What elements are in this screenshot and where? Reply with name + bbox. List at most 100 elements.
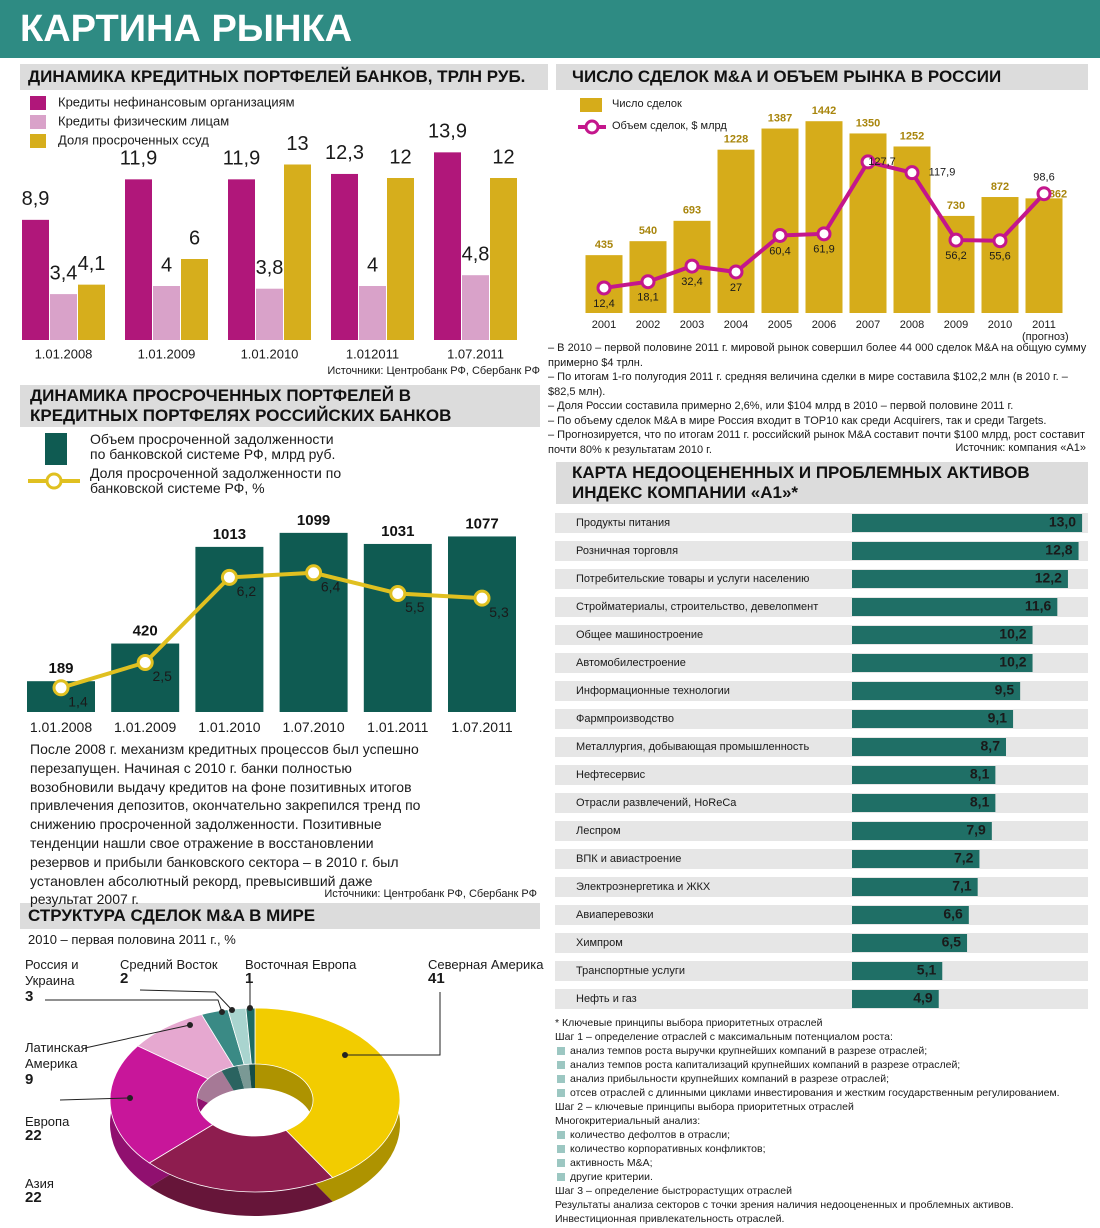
slice-label: Латинская Америка: [25, 1040, 88, 1071]
value-label: 1228: [724, 134, 748, 146]
bar: [852, 626, 1033, 644]
bar: [434, 152, 461, 340]
note: – Прогнозируется, что по итогам 2011 г. …: [548, 429, 1086, 456]
legend-swatch: [30, 115, 46, 129]
legend-marker: [45, 472, 63, 490]
x-tick-label: 2004: [723, 319, 749, 331]
value-label: 5,5: [405, 599, 425, 615]
value-label: 98,6: [1033, 172, 1054, 184]
bullet: [557, 1061, 565, 1069]
value-label: 4: [161, 254, 172, 276]
description: После 2008 г. механизм кредитных процесс…: [30, 741, 421, 908]
bar: [981, 197, 1019, 313]
line-marker: [728, 264, 744, 280]
slice-value: 22: [25, 1189, 42, 1206]
leader-dot: [219, 1009, 225, 1015]
value-label: 5,1: [917, 962, 937, 978]
legend-label: Объем сделок, $ млрд: [612, 120, 727, 132]
bar: [153, 286, 180, 340]
category-label: Транспортные услуги: [576, 965, 685, 977]
bar: [937, 215, 975, 313]
slice: [109, 1045, 214, 1164]
bullet: [557, 1145, 565, 1153]
bar: [852, 934, 968, 952]
section-title: ЧИСЛО СДЕЛОК M&A И ОБЪЕМ РЫНКА В РОССИИ: [572, 67, 1002, 86]
value-label: 12,8: [1045, 542, 1072, 558]
value-label: 7,9: [966, 822, 986, 838]
value-label: 8,1: [970, 766, 990, 782]
value-label: 3,4: [50, 262, 78, 284]
value-label: 4,9: [913, 990, 933, 1006]
leader-dot: [229, 1007, 235, 1013]
line-marker: [389, 585, 407, 602]
value-label: 11,9: [223, 148, 260, 170]
category-label: Розничная торговля: [576, 545, 678, 557]
slice-label: Восточная Европа: [245, 957, 357, 972]
legend-label: Число сделок: [612, 98, 682, 110]
bar: [331, 173, 358, 340]
value-label: 1387: [768, 112, 792, 124]
category-label: Металлургия, добывающая промышленность: [576, 741, 809, 753]
x-tick-label: 1.01.2008: [35, 346, 93, 361]
value-label: 12,4: [593, 298, 614, 310]
bar: [852, 906, 969, 924]
bar: [852, 710, 1014, 728]
line-marker: [220, 568, 238, 586]
x-tick-label: 1.01.2008: [29, 719, 93, 735]
value-label: 127,7: [868, 156, 896, 168]
category-label: Химпром: [576, 937, 623, 949]
line-marker: [816, 226, 832, 242]
value-label: 9,1: [988, 710, 1008, 726]
x-tick-label: 1.01.2011: [367, 719, 429, 735]
category-label: Общее машиностроение: [576, 629, 703, 641]
category-label: Нефть и газ: [576, 993, 637, 1005]
value-label: 862: [1049, 188, 1067, 200]
value-label: 10,2: [999, 654, 1026, 670]
leader-dot: [187, 1022, 193, 1028]
footnote: количество дефолтов в отрасли;: [570, 1129, 730, 1141]
note: – Доля России составила примерно 2,6%, и…: [548, 400, 1014, 412]
value-label: 32,4: [681, 276, 702, 288]
bar: [852, 990, 939, 1008]
line-marker: [860, 154, 876, 170]
bar: [852, 542, 1079, 560]
legend-swatch: [30, 134, 46, 148]
footnote: количество корпоративных конфликтов;: [570, 1143, 766, 1155]
line-marker: [305, 564, 323, 582]
category-label: Продукты питания: [576, 517, 670, 529]
bar: [448, 536, 516, 712]
slice-value: 3: [25, 988, 34, 1005]
value-label: 12,3: [325, 142, 364, 164]
value-label: 117,9: [929, 167, 956, 179]
value-label: 6,5: [942, 934, 962, 950]
category-label: Отрасли развлечений, HoReCa: [576, 797, 737, 809]
note: – По итогам 1-го полугодия 2011 г. средн…: [548, 371, 1068, 398]
value-label: 12: [389, 146, 411, 168]
category-label: ВПК и авиастроение: [576, 853, 681, 865]
value-label: 5,3: [489, 604, 509, 620]
footnote: * Ключевые принципы выбора приоритетных …: [555, 1017, 823, 1029]
bar: [181, 259, 208, 340]
line-marker: [52, 679, 70, 697]
section-header: [20, 903, 540, 929]
value-label: 693: [683, 205, 701, 217]
slice-value: 22: [25, 1127, 42, 1144]
value-label: 61,9: [813, 244, 834, 256]
line: [60, 570, 483, 690]
value-label: 6,4: [321, 579, 341, 595]
legend-swatch: [45, 433, 67, 465]
value-label: 1350: [856, 117, 880, 129]
value-label: 18,1: [637, 292, 658, 304]
leader-line: [139, 989, 233, 1011]
value-label: 8,7: [981, 738, 1001, 754]
x-tick-label: 2003: [679, 319, 705, 331]
value-label: 4,1: [78, 253, 106, 275]
value-label: 56,2: [945, 250, 966, 262]
category-label: Электроэнергетика и ЖКХ: [576, 881, 711, 893]
source: Источники: Центробанк РФ, Сбербанк РФ: [324, 888, 537, 900]
x-tick-label: 2010: [987, 319, 1013, 331]
line-marker: [136, 654, 154, 671]
value-label: 12: [492, 146, 514, 168]
value-label: 6,2: [237, 583, 257, 599]
bullet: [557, 1159, 565, 1167]
